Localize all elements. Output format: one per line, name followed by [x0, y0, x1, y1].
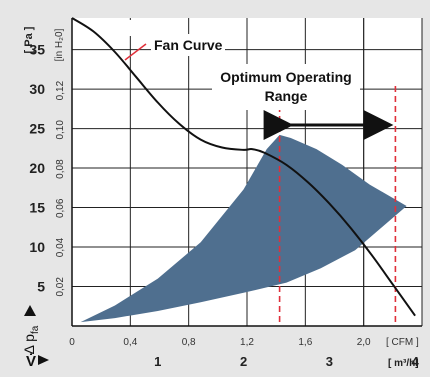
x-axis-m3h-tick-label: 1: [154, 354, 161, 369]
x-axis-m3h-tick-label: 4: [412, 354, 420, 369]
y-axis-inh2o-tick-label: 0,06: [55, 198, 66, 218]
svg-text:Δ pfa: Δ pfa: [21, 325, 41, 354]
y-axis-inh2o-tick-label: 0,08: [55, 159, 66, 179]
y-axis-pa-tick-label: 5: [37, 279, 45, 295]
y-axis-symbol-sub: fa: [30, 325, 41, 334]
x-axis-cfm-tick-label: 1,2: [240, 337, 254, 348]
y-axis-pa-tick-label: 30: [29, 81, 45, 97]
y-axis-pa-tick-label: 20: [29, 160, 45, 176]
x-axis-cfm-unit: [ CFM ]: [386, 337, 419, 348]
y-axis-inh2o-tick-label: 0,04: [55, 237, 66, 257]
y-axis-pa-tick-label: 15: [29, 200, 45, 216]
y-axis-inh2o-unit: [in H₂0]: [54, 28, 65, 61]
y-axis-inh2o-tick-label: 0,12: [55, 80, 66, 100]
x-axis-cfm-tick-label: 0: [69, 337, 75, 348]
optimum-label-line2: Range: [265, 88, 308, 104]
optimum-label-line1: Optimum Operating: [220, 69, 351, 85]
operating-region-area: [80, 134, 407, 323]
x-axis-m3h-ticks: 1 2 3 4: [154, 354, 419, 369]
y-axis-pa-tick-label: 10: [29, 239, 45, 255]
y-axis-symbol-main: Δ p: [21, 334, 37, 354]
x-axis-m3h-tick-label: 2: [240, 354, 247, 369]
x-axis-m3h-tick-label: 3: [326, 354, 333, 369]
x-axis-arrow-icon: [38, 355, 49, 365]
x-axis-cfm-tick-label: 2,0: [357, 337, 371, 348]
optimum-label-bg: [212, 64, 360, 110]
fan-curve-line: [71, 17, 416, 317]
y-axis-pa-unit: [ Pa ]: [23, 26, 35, 53]
fan-curve-label-leader: [124, 43, 147, 61]
x-axis-cfm-tick-label: 0,4: [123, 337, 137, 348]
y-axis-symbol: Δ pfa: [21, 325, 41, 354]
x-axis-cfm-tick-label: 0,8: [182, 337, 196, 348]
y-axis-inh2o-tick-label: 0,10: [55, 120, 66, 140]
x-axis-m3h-unit: [ m³/h]: [388, 358, 419, 369]
x-axis-cfm-ticks: 0 0,4 0,8 1,2 1,6 2,0: [69, 337, 371, 348]
fan-curve-label: Fan Curve: [154, 37, 223, 53]
y-axis-arrow-icon: [24, 305, 36, 316]
y-axis-pa-tick-label: 25: [29, 121, 45, 137]
y-axis-pa-tick-label: 35: [29, 42, 45, 58]
x-axis-cfm-tick-label: 1,6: [298, 337, 312, 348]
y-axis-inh2o-tick-label: 0,02: [55, 277, 66, 297]
y-axis-pa-ticks: 5 10 15 20 25 30 35: [29, 42, 45, 295]
x-axis-symbol: V̇: [26, 353, 36, 370]
y-axis-inh2o-ticks: 0,02 0,04 0,06 0,08 0,10 0,12: [55, 80, 66, 296]
fan-curve-label-bg: [151, 34, 225, 56]
